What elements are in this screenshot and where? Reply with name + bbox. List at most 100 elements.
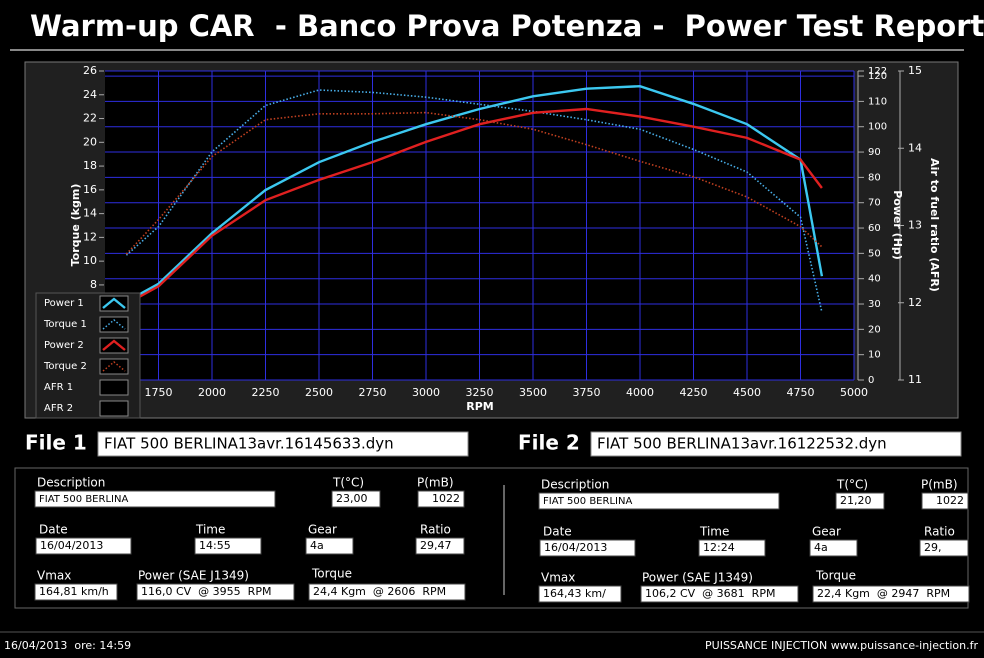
field-value: 12:24 xyxy=(703,541,735,554)
field-label: Power (SAE J1349) xyxy=(642,571,753,585)
field-value: 23,00 xyxy=(336,492,368,505)
legend-label: Torque 1 xyxy=(43,319,87,330)
y2-tick-label: 60 xyxy=(868,223,881,234)
y3-tick-label: 12 xyxy=(908,296,922,309)
series-line xyxy=(125,89,823,313)
field-box xyxy=(812,585,970,603)
y-tick-label: 16 xyxy=(83,183,97,196)
field-value: 29,47 xyxy=(420,539,452,552)
field-box xyxy=(34,583,118,601)
y3-axis-label: Air to fuel ratio (AFR) xyxy=(928,158,941,292)
y2-tick-label: 70 xyxy=(868,198,881,209)
x-tick-label: 4750 xyxy=(787,386,815,399)
field-label: Date xyxy=(39,523,68,537)
field-label: Gear xyxy=(812,525,841,539)
field-label: Power (SAE J1349) xyxy=(138,569,249,583)
field-value: 106,2 CV @ 3681 RPM xyxy=(645,587,775,600)
axes: 1750 2000 2250 2500 2750 3000 3250 3500 3750 4000… xyxy=(83,64,922,399)
field-label: Time xyxy=(699,525,729,539)
legend: Power 1 Torque 1 Power 2 Torque 2 AFR 1 AFR 2 xyxy=(43,295,129,417)
info-frame xyxy=(14,467,969,609)
x-tick-label: 2500 xyxy=(305,386,333,399)
x-tick-label: 2750 xyxy=(359,386,387,399)
field-value: 164,43 km/ xyxy=(543,587,606,600)
field-value: FIAT 500 BERLINA xyxy=(39,494,128,505)
file-name: FIAT 500 BERLINA13avr.16145633.dyn xyxy=(104,435,394,453)
y3-tick-label: 11 xyxy=(908,373,922,386)
legend-label: Torque 2 xyxy=(43,361,87,372)
field-value: 164,81 km/h xyxy=(39,585,109,598)
series-line xyxy=(125,107,823,306)
y2-tick-label: 122 xyxy=(868,66,887,77)
y-tick-label: 14 xyxy=(83,207,97,220)
x-axis-label: RPM xyxy=(466,400,493,413)
y-axis-label: Torque (kgm) xyxy=(69,184,82,267)
file-label: File 1 xyxy=(25,431,87,455)
y2-tick-label: 40 xyxy=(868,274,881,285)
field-box xyxy=(415,537,465,555)
x-tick-label: 2250 xyxy=(252,386,280,399)
y2-tick-label: 20 xyxy=(868,324,881,335)
y2-tick-label: 120 xyxy=(868,71,887,82)
file-name-box xyxy=(97,431,469,457)
series-line xyxy=(125,84,824,303)
y3-tick-label: 14 xyxy=(908,141,922,154)
field-box xyxy=(809,539,858,557)
field-label: Torque xyxy=(815,569,856,583)
field-label: Ratio xyxy=(924,525,955,539)
field-value: 16/04/2013 xyxy=(40,539,103,552)
field-box xyxy=(308,583,466,601)
field-box xyxy=(34,490,276,508)
legend-swatch xyxy=(99,358,129,375)
field-value: 4a xyxy=(310,539,324,552)
file-label: File 2 xyxy=(518,431,580,455)
field-box xyxy=(538,585,622,603)
legend-line xyxy=(102,297,126,309)
field-value: 22,4 Kgm @ 2947 RPM xyxy=(817,587,950,600)
x-tick-label: 1750 xyxy=(145,386,173,399)
field-label: P(mB) xyxy=(417,476,454,490)
field-box xyxy=(194,537,262,555)
field-label: Time xyxy=(195,523,225,537)
y3-tick-label: 13 xyxy=(908,219,922,232)
legend-line xyxy=(102,361,126,372)
y2-tick-label: 50 xyxy=(868,248,881,259)
field-value: 14:55 xyxy=(199,539,231,552)
y-tick-label: 22 xyxy=(83,112,97,125)
field-value: 16/04/2013 xyxy=(544,541,607,554)
y-tick-label: 18 xyxy=(83,159,97,172)
field-label: Description xyxy=(541,478,609,492)
legend-label: AFR 2 xyxy=(44,403,73,414)
file-name: FIAT 500 BERLINA13avr.16122532.dyn xyxy=(597,435,887,453)
footer-left: 16/04/2013 ore: 14:59 xyxy=(4,639,131,652)
y2-tick-label: 80 xyxy=(868,172,881,183)
field-box xyxy=(136,583,295,601)
field-label: Vmax xyxy=(37,569,71,583)
x-tick-label: 3250 xyxy=(466,386,494,399)
legend-label: Power 2 xyxy=(44,340,84,351)
field-label: Ratio xyxy=(420,523,451,537)
legend-label: AFR 1 xyxy=(44,382,73,393)
field-label: Vmax xyxy=(541,571,575,585)
field-box xyxy=(35,537,132,555)
y2-tick-label: 0 xyxy=(868,375,874,386)
title: Warm-up CAR - Banco Prova Potenza - Powe… xyxy=(30,9,984,43)
x-tick-label: 4000 xyxy=(626,386,654,399)
y3-tick-label: 15 xyxy=(908,64,922,77)
field-box xyxy=(698,539,766,557)
y-tick-label: 26 xyxy=(83,64,97,77)
grid xyxy=(105,70,855,381)
y2-axis-label: Power (Hp) xyxy=(891,190,904,260)
files: File 1 FIAT 500 BERLINA13avr.16145633.dyn… xyxy=(25,431,970,603)
y2-tick-label: 110 xyxy=(868,96,887,107)
y-tick-label: 24 xyxy=(83,88,97,101)
field-box xyxy=(921,492,969,510)
x-tick-label: 5000 xyxy=(840,386,868,399)
field-box xyxy=(835,492,885,510)
y-tick-label: 12 xyxy=(83,230,97,243)
field-label: Gear xyxy=(308,523,337,537)
field-value: FIAT 500 BERLINA xyxy=(543,496,632,507)
field-value: 21,20 xyxy=(840,494,872,507)
